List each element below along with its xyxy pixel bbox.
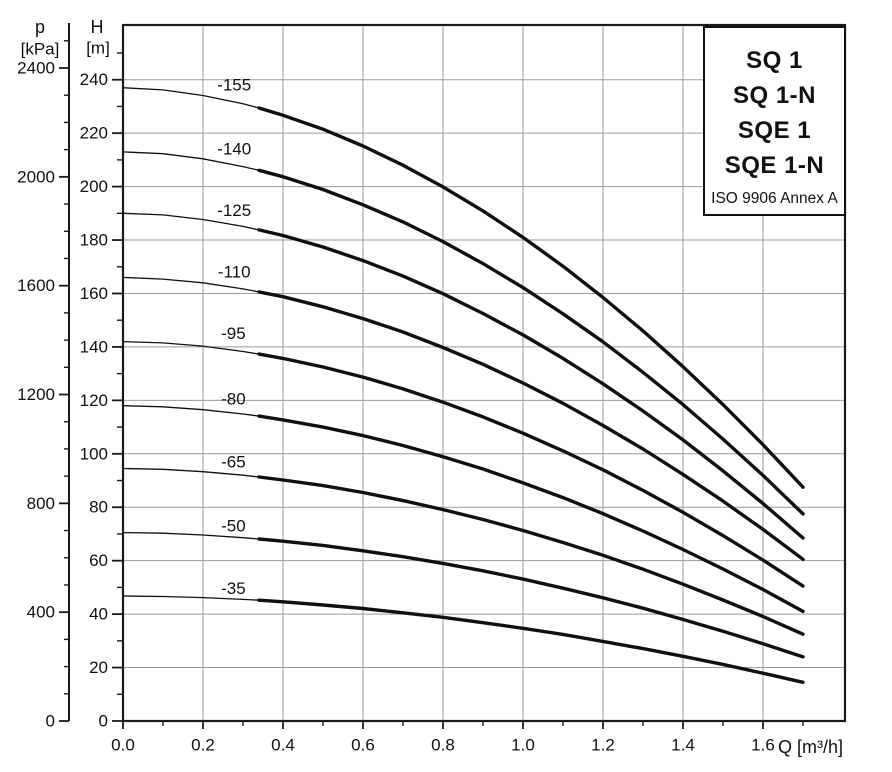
curve-label-35: -35 <box>221 579 246 598</box>
curve-label-80: -80 <box>221 390 246 409</box>
curve-125 <box>257 228 805 540</box>
curve-95 <box>257 352 805 588</box>
curve-140 <box>257 168 805 516</box>
pressure-axis-unit: [kPa] <box>21 40 60 59</box>
pressure-tick-label: 1600 <box>17 276 55 295</box>
x-tick-label: 1.6 <box>751 736 775 755</box>
axis-titles: p [kPa] H [m] Q [m³/h] <box>21 17 843 757</box>
curve-155-thin <box>122 87 260 109</box>
curve-140-thin <box>122 151 260 171</box>
curve-125-thin <box>122 212 260 231</box>
x-tick-label: 0.2 <box>191 736 215 755</box>
legend-box: SQ 1 SQ 1-N SQE 1 SQE 1-N ISO 9906 Annex… <box>703 26 846 216</box>
pressure-tick-label: 2000 <box>17 167 55 186</box>
head-tick-label: 40 <box>89 605 108 624</box>
curve-155 <box>257 106 805 489</box>
curve-65-thin <box>122 467 260 478</box>
pressure-tick-label: 800 <box>27 494 55 513</box>
head-tick-label: 0 <box>99 712 108 731</box>
curve-80 <box>257 414 805 614</box>
curve-110-thin <box>122 276 260 293</box>
pressure-axis: 0 400 800 1200 1600 2000 2400 <box>17 23 70 731</box>
curve-110 <box>257 290 805 561</box>
head-tick-label: 100 <box>80 444 108 463</box>
pressure-tick-label: 1200 <box>17 385 55 404</box>
curve-95-thin <box>122 340 260 355</box>
curve-label-95: -95 <box>221 324 246 343</box>
curve-50-thin <box>122 531 260 540</box>
head-axis-title: H <box>91 17 104 37</box>
pump-curves <box>122 87 805 684</box>
curve-label-110: -110 <box>218 263 251 282</box>
head-tick-label: 160 <box>80 284 108 303</box>
legend-model-sq1n: SQ 1-N <box>732 82 816 109</box>
flow-axis: 0.0 0.2 0.4 0.6 0.8 1.0 1.2 1.4 1.6 <box>111 721 804 755</box>
pressure-axis-title: p <box>35 17 45 37</box>
curve-80-thin <box>122 405 260 417</box>
head-tick-label: 60 <box>89 551 108 570</box>
curve-35 <box>257 598 805 684</box>
flow-axis-title: Q [m³/h] <box>778 737 843 757</box>
gridlines <box>123 25 845 721</box>
curve-label-125: -125 <box>217 201 251 220</box>
head-tick-label: 220 <box>80 124 108 143</box>
curve-label-140: -140 <box>217 140 251 159</box>
legend-model-sq1: SQ 1 <box>746 47 803 74</box>
curve-65 <box>257 475 805 636</box>
curve-label-50: -50 <box>221 516 246 535</box>
x-tick-label: 0.6 <box>351 736 375 755</box>
x-tick-label: 0.8 <box>431 736 455 755</box>
legend-model-sqe1n: SQE 1-N <box>724 152 825 179</box>
pressure-tick-label: 400 <box>27 603 55 622</box>
curve-label-155: -155 <box>217 76 251 95</box>
curve-35-thin <box>122 595 260 601</box>
x-tick-label: 1.4 <box>671 736 695 755</box>
head-tick-label: 80 <box>89 498 108 517</box>
pressure-tick-label: 0 <box>46 712 55 731</box>
curve-50 <box>257 537 805 659</box>
head-tick-label: 20 <box>89 658 108 677</box>
head-tick-label: 200 <box>80 177 108 196</box>
curve-labels: -155 -140 -125 -110 -95 -80 -65 -50 -35 <box>217 76 251 599</box>
head-axis-unit: [m] <box>86 39 110 58</box>
x-tick-label: 0.4 <box>271 736 295 755</box>
curve-label-65: -65 <box>221 452 246 471</box>
legend-iso-note: ISO 9906 Annex A <box>711 190 838 207</box>
head-axis: 0 20 40 60 80 100 120 140 160 180 200 220 240 <box>80 52 123 731</box>
head-tick-label: 120 <box>80 391 108 410</box>
legend-model-sqe1: SQE 1 <box>737 117 812 144</box>
x-tick-label: 1.0 <box>511 736 535 755</box>
x-tick-label: 1.2 <box>591 736 615 755</box>
x-tick-label: 0.0 <box>111 736 135 755</box>
head-tick-label: 240 <box>80 70 108 89</box>
head-tick-label: 180 <box>80 231 108 250</box>
head-tick-label: 140 <box>80 337 108 356</box>
pressure-tick-label: 2400 <box>17 59 55 78</box>
